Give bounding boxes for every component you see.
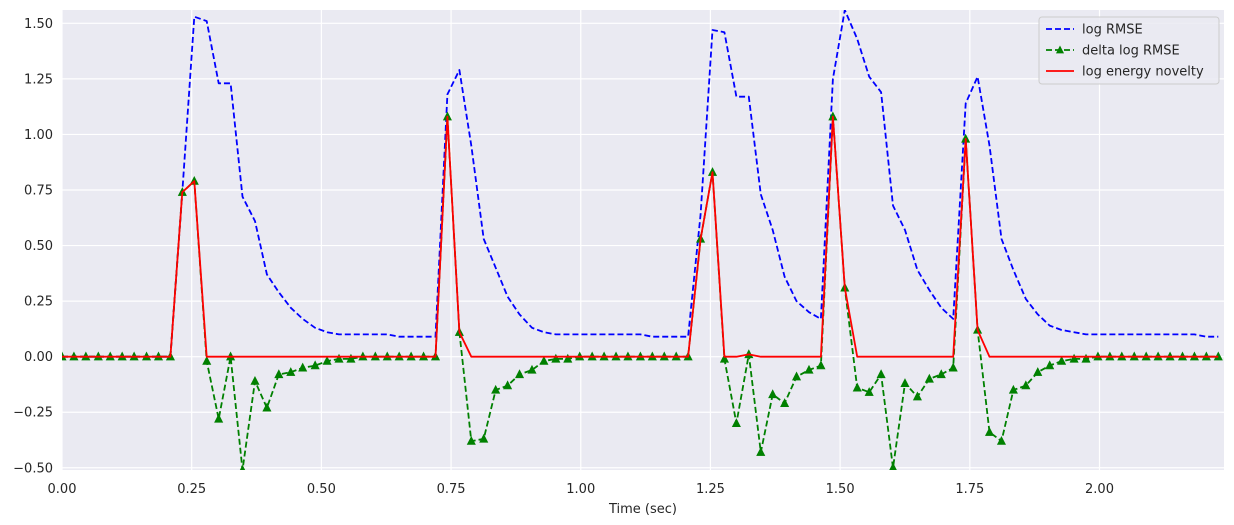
data-point bbox=[876, 369, 886, 379]
data-point bbox=[1021, 380, 1031, 390]
y-tick-label: 0.50 bbox=[24, 239, 53, 254]
data-point bbox=[984, 427, 995, 436]
legend-marker bbox=[1055, 45, 1065, 54]
legend: log RMSE delta log RMSE log energy novelty bbox=[1038, 16, 1220, 85]
y-tick-label: 1.50 bbox=[24, 17, 53, 32]
y-tick-label: 0.00 bbox=[24, 350, 53, 365]
x-tick-label: 0.50 bbox=[307, 482, 336, 497]
data-point bbox=[936, 369, 946, 379]
data-point bbox=[792, 371, 802, 381]
data-point bbox=[274, 369, 284, 379]
y-tick-label: −0.25 bbox=[13, 406, 53, 421]
plot-background bbox=[62, 10, 1224, 470]
series-line-2 bbox=[62, 115, 1219, 358]
x-tick-label: 0.25 bbox=[177, 482, 206, 497]
y-tick-label: 0.25 bbox=[24, 295, 53, 310]
data-point bbox=[1057, 355, 1067, 365]
data-point bbox=[1045, 360, 1055, 370]
data-point bbox=[900, 378, 910, 388]
data-point bbox=[948, 362, 958, 372]
data-point bbox=[924, 373, 934, 383]
series-line-0 bbox=[62, 10, 1219, 358]
data-point bbox=[804, 364, 814, 374]
data-point bbox=[503, 380, 513, 390]
data-point bbox=[262, 402, 272, 412]
data-point bbox=[996, 435, 1006, 445]
x-axis-label: Time (sec) bbox=[608, 502, 677, 517]
data-point bbox=[1081, 353, 1091, 363]
x-tick-label: 1.50 bbox=[826, 482, 855, 497]
x-tick-label: 0.00 bbox=[48, 482, 77, 497]
data-point bbox=[768, 389, 778, 399]
x-tick-label: 1.25 bbox=[696, 482, 725, 497]
data-point bbox=[514, 369, 525, 379]
data-point bbox=[889, 462, 897, 470]
data-point bbox=[298, 362, 308, 372]
x-tick-label: 1.75 bbox=[955, 482, 984, 497]
series-group bbox=[62, 10, 1223, 470]
legend-label: log RMSE bbox=[1082, 23, 1143, 38]
data-point bbox=[239, 464, 246, 470]
legend-label: log energy novelty bbox=[1082, 65, 1204, 80]
data-point bbox=[466, 435, 476, 445]
data-point bbox=[1008, 384, 1018, 394]
series-layer bbox=[62, 10, 1223, 470]
data-point bbox=[214, 413, 224, 423]
data-point bbox=[310, 360, 320, 370]
data-point bbox=[322, 355, 332, 365]
data-point bbox=[563, 353, 573, 363]
x-tick-label: 1.00 bbox=[566, 482, 595, 497]
y-tick-label: 0.75 bbox=[24, 184, 53, 199]
x-tick-label: 2.00 bbox=[1085, 482, 1114, 497]
data-point bbox=[202, 355, 212, 365]
data-point bbox=[1069, 353, 1079, 363]
data-point bbox=[551, 353, 561, 363]
data-point bbox=[780, 398, 790, 408]
data-point bbox=[479, 433, 489, 443]
data-point bbox=[286, 367, 296, 376]
data-point bbox=[731, 418, 741, 428]
grid-lines bbox=[61, 10, 1224, 470]
data-point bbox=[864, 387, 874, 396]
data-point bbox=[491, 384, 501, 394]
y-tick-label: 1.25 bbox=[24, 72, 53, 87]
data-point bbox=[1033, 367, 1043, 376]
data-point bbox=[539, 355, 549, 365]
data-point bbox=[334, 353, 344, 363]
data-point bbox=[527, 364, 537, 374]
data-point bbox=[719, 353, 729, 363]
data-point bbox=[250, 375, 260, 385]
data-point bbox=[852, 382, 862, 392]
x-axis-ticks: 0.00 0.25 0.50 0.75 1.00 1.25 1.50 1.75 2.00 bbox=[48, 482, 1114, 497]
y-tick-label: −0.50 bbox=[13, 461, 53, 476]
y-tick-label: 1.00 bbox=[24, 128, 53, 143]
legend-label: delta log RMSE bbox=[1082, 44, 1180, 59]
data-point bbox=[912, 391, 922, 401]
data-point bbox=[816, 360, 826, 370]
x-tick-label: 0.75 bbox=[437, 482, 466, 497]
data-point bbox=[346, 353, 356, 363]
y-axis-ticks: −0.50 −0.25 0.00 0.25 0.50 0.75 1.00 1.25 1.50 bbox=[13, 17, 53, 476]
data-point bbox=[756, 447, 766, 456]
legend-box bbox=[1038, 16, 1220, 85]
